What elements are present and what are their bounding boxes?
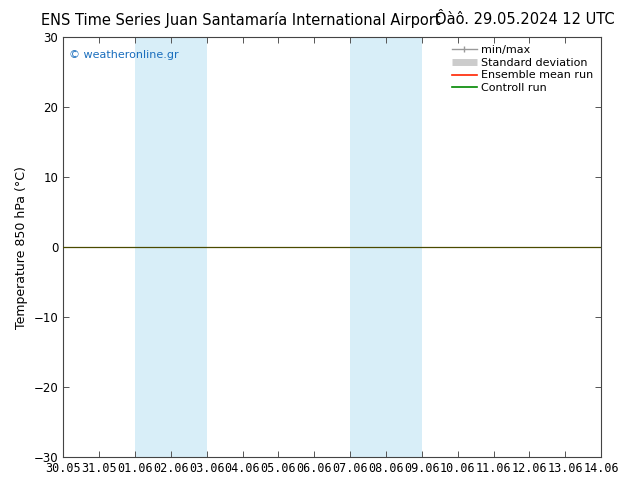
Bar — [135, 37, 207, 457]
Text: ENS Time Series Juan Santamaría International Airport: ENS Time Series Juan Santamaría Internat… — [41, 12, 441, 28]
Text: Ôàô. 29.05.2024 12 UTC: Ôàô. 29.05.2024 12 UTC — [436, 12, 615, 27]
Bar — [350, 37, 422, 457]
Text: © weatheronline.gr: © weatheronline.gr — [68, 50, 178, 60]
Y-axis label: Temperature 850 hPa (°C): Temperature 850 hPa (°C) — [15, 166, 28, 329]
Legend: min/max, Standard deviation, Ensemble mean run, Controll run: min/max, Standard deviation, Ensemble me… — [450, 43, 595, 96]
